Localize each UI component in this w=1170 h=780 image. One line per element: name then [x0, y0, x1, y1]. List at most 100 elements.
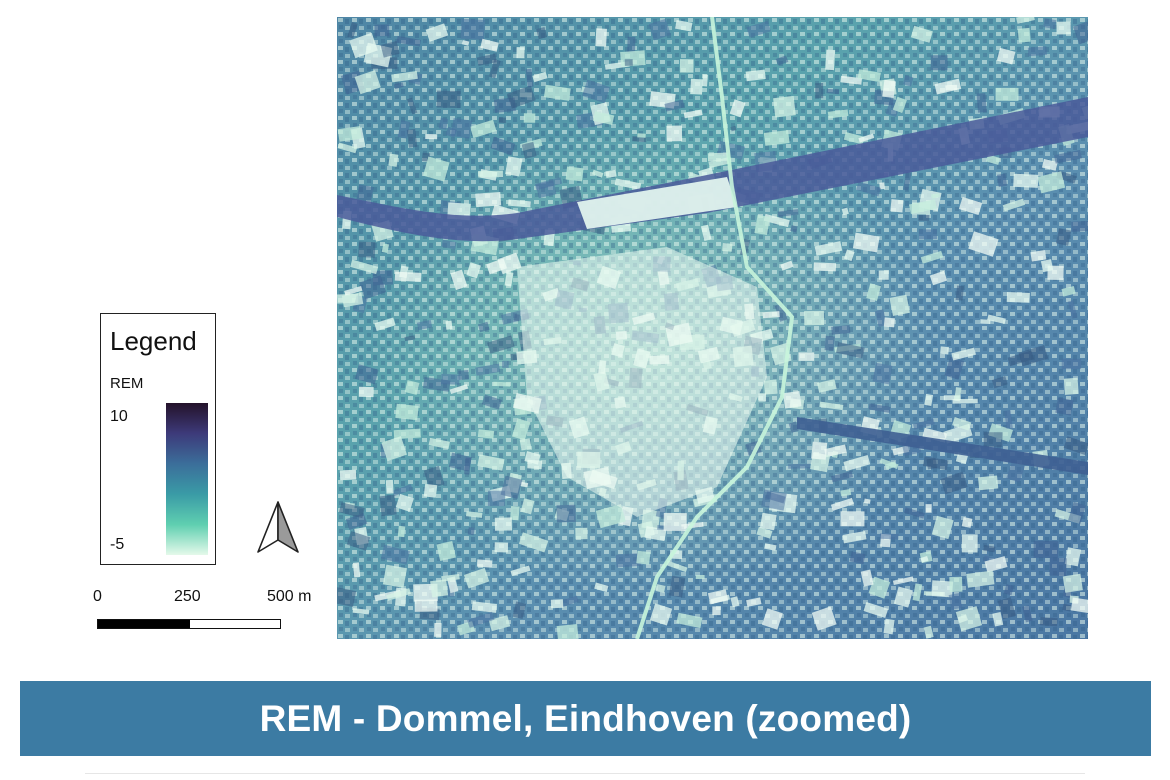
legend-box: Legend REM 10 -5: [100, 313, 216, 565]
building-footprint: [521, 141, 537, 159]
building-footprint: [746, 20, 771, 38]
scale-bar-label-0: 0: [93, 588, 102, 605]
building-footprint: [511, 418, 531, 441]
building-footprint: [397, 525, 406, 538]
building-footprint: [826, 88, 840, 95]
building-footprint: [783, 391, 802, 409]
scale-bar-track: [97, 619, 281, 629]
building-footprint: [445, 320, 453, 330]
building-footprint: [910, 25, 933, 43]
building-footprint: [843, 455, 871, 472]
building-footprint: [441, 239, 457, 250]
building-footprint: [504, 271, 514, 287]
building-footprint: [840, 489, 852, 497]
building-footprint: [1016, 17, 1035, 24]
building-footprint: [762, 311, 780, 319]
building-footprint: [890, 199, 904, 213]
building-footprint: [467, 527, 475, 536]
building-footprint: [1068, 501, 1087, 524]
building-footprint: [519, 438, 532, 451]
building-footprint: [627, 36, 636, 53]
building-footprint: [675, 20, 693, 32]
building-footprint: [788, 463, 811, 469]
building-footprint: [840, 511, 865, 527]
building-footprint: [1061, 358, 1082, 370]
building-footprint: [404, 335, 416, 342]
building-footprint: [860, 569, 874, 587]
building-footprint: [929, 270, 948, 286]
building-footprint: [614, 178, 642, 190]
building-footprint: [512, 601, 527, 619]
building-footprint: [510, 506, 520, 521]
building-footprint: [416, 319, 433, 331]
building-footprint: [393, 82, 404, 90]
building-footprint: [1041, 158, 1058, 171]
building-footprint: [518, 532, 549, 553]
building-footprint: [883, 317, 895, 328]
building-footprint: [494, 517, 513, 531]
building-footprint: [641, 509, 661, 530]
building-footprint: [702, 74, 708, 87]
building-footprint: [536, 27, 548, 40]
building-footprint: [1013, 173, 1039, 188]
building-footprint: [1061, 286, 1076, 297]
building-footprint: [438, 117, 449, 130]
building-footprint: [961, 517, 973, 528]
building-footprint: [428, 437, 450, 450]
building-footprint: [909, 199, 937, 215]
building-footprint: [430, 579, 449, 598]
building-footprint: [804, 310, 825, 326]
building-footprint: [912, 583, 923, 602]
building-footprint: [535, 180, 557, 199]
building-footprint: [830, 497, 854, 511]
building-footprint: [831, 324, 851, 335]
dommel-river: [635, 17, 795, 639]
building-footprint: [952, 416, 972, 431]
building-footprint: [868, 576, 891, 599]
building-footprint: [858, 133, 875, 143]
building-footprint: [636, 550, 651, 565]
building-footprint: [819, 401, 844, 411]
building-footprint: [476, 53, 497, 66]
building-footprint: [559, 595, 579, 608]
building-footprint: [884, 461, 897, 470]
building-footprint: [1027, 46, 1048, 57]
building-footprint: [396, 35, 421, 47]
building-footprint: [995, 87, 1019, 101]
building-footprint: [811, 606, 837, 631]
building-footprint: [350, 259, 379, 275]
building-footprint: [761, 608, 783, 630]
building-footprint: [490, 136, 516, 156]
building-footprint: [863, 601, 889, 618]
building-footprint: [477, 429, 495, 439]
building-footprint: [700, 224, 712, 241]
building-footprint: [615, 553, 642, 568]
building-footprint: [649, 603, 673, 626]
building-footprint: [730, 125, 737, 132]
building-footprint: [1022, 605, 1033, 623]
building-footprint: [707, 589, 729, 605]
legend-layer-name: REM: [110, 375, 144, 392]
map-canvas[interactable]: [337, 17, 1088, 639]
building-footprint: [436, 541, 456, 561]
building-footprint: [450, 269, 468, 291]
building-footprint: [664, 99, 685, 112]
building-footprint: [1053, 149, 1082, 164]
building-footprint: [425, 23, 449, 42]
building-footprint: [875, 309, 887, 327]
building-footprint: [475, 363, 501, 376]
building-footprint: [380, 544, 410, 565]
building-footprint: [666, 125, 683, 142]
building-footprint: [498, 117, 506, 124]
building-footprint: [775, 55, 789, 66]
building-footprint: [356, 184, 374, 202]
building-footprint: [889, 294, 910, 317]
building-footprint: [712, 606, 721, 616]
building-footprint: [955, 606, 983, 632]
building-footprint: [1004, 410, 1013, 429]
building-footprint: [463, 567, 490, 589]
building-footprint: [814, 241, 843, 256]
building-footprint: [831, 471, 854, 483]
building-footprint: [381, 243, 390, 253]
building-footprint: [790, 225, 798, 233]
